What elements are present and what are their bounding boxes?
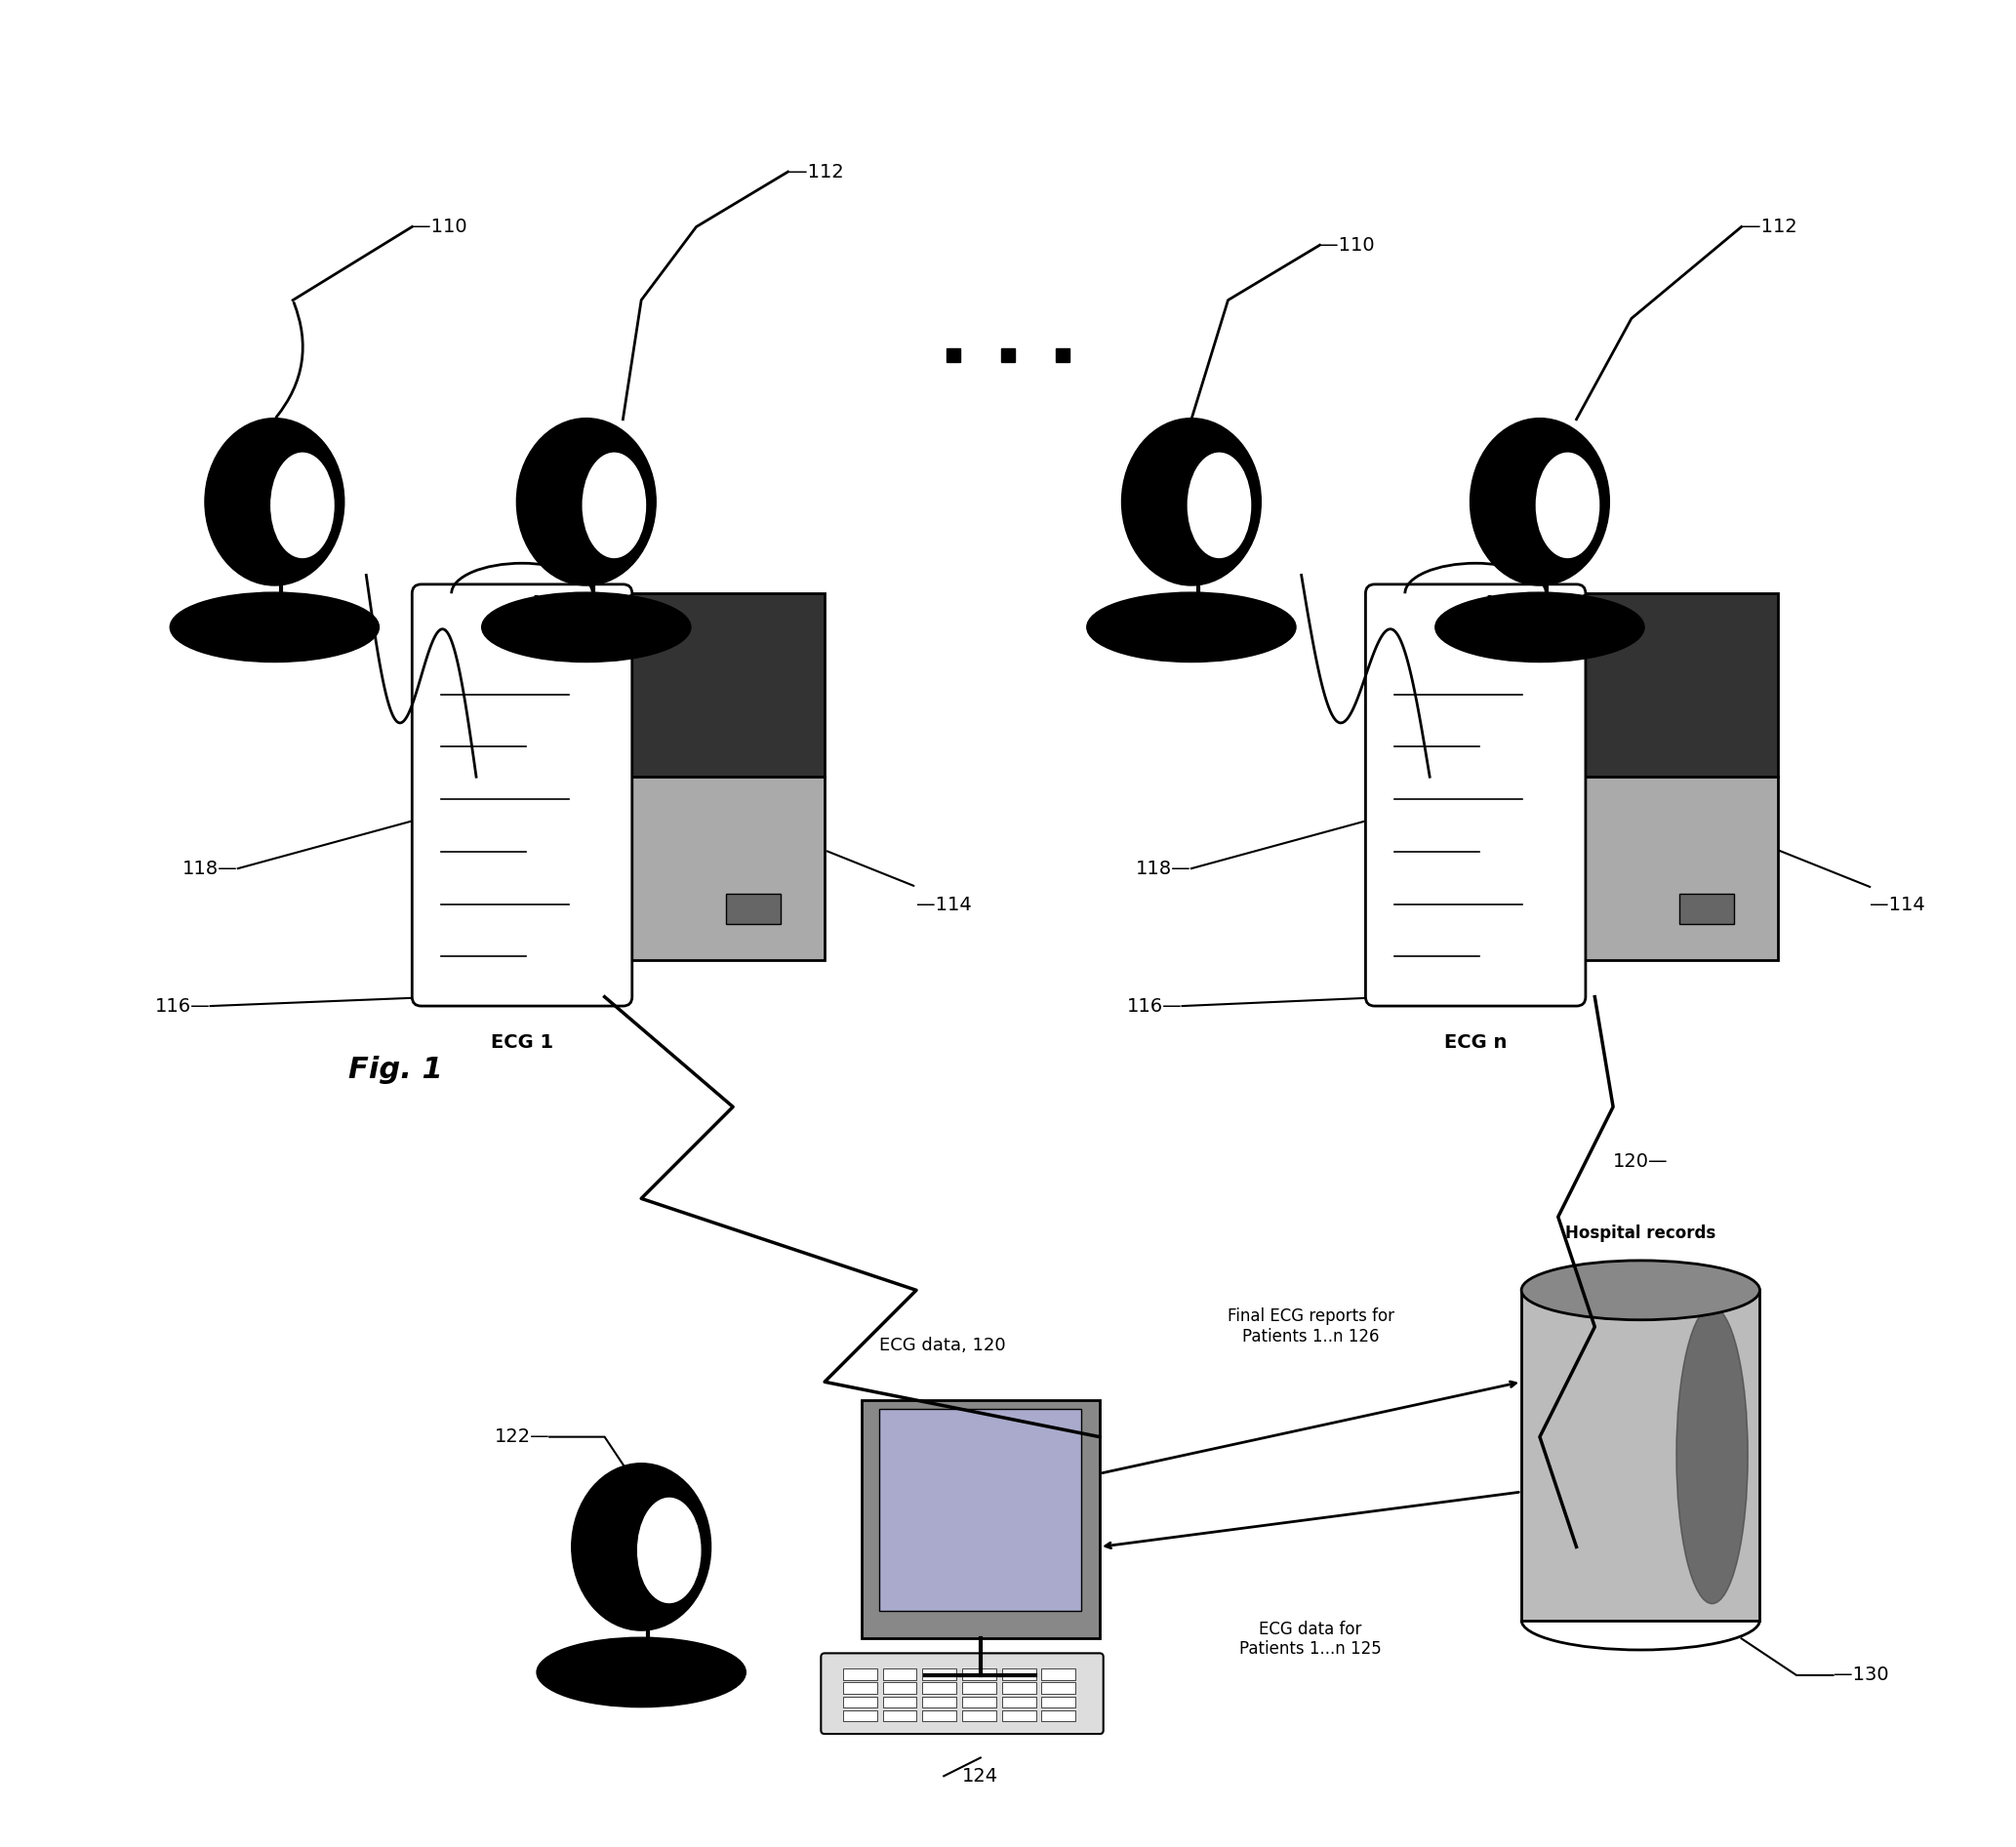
Ellipse shape bbox=[1121, 417, 1262, 585]
Text: ECG 1: ECG 1 bbox=[490, 1034, 552, 1053]
FancyBboxPatch shape bbox=[883, 1683, 917, 1694]
Ellipse shape bbox=[516, 417, 655, 585]
FancyBboxPatch shape bbox=[962, 1670, 996, 1679]
Text: ECG n: ECG n bbox=[1443, 1034, 1508, 1053]
FancyBboxPatch shape bbox=[1558, 593, 1778, 778]
Text: ECG data, 120: ECG data, 120 bbox=[879, 1337, 1006, 1354]
Text: Hospital records: Hospital records bbox=[1564, 1225, 1716, 1243]
FancyBboxPatch shape bbox=[962, 1696, 996, 1707]
FancyBboxPatch shape bbox=[1042, 1710, 1077, 1721]
FancyBboxPatch shape bbox=[1365, 584, 1587, 1007]
Text: Patient n: Patient n bbox=[1143, 639, 1240, 658]
Ellipse shape bbox=[1677, 1306, 1748, 1603]
Text: Patient 1: Patient 1 bbox=[226, 639, 323, 658]
FancyBboxPatch shape bbox=[411, 584, 633, 1007]
Ellipse shape bbox=[1470, 417, 1609, 585]
Text: 10: 10 bbox=[1526, 639, 1552, 658]
Ellipse shape bbox=[206, 417, 345, 585]
Text: 118—: 118— bbox=[183, 859, 238, 877]
FancyBboxPatch shape bbox=[1679, 894, 1734, 924]
FancyBboxPatch shape bbox=[843, 1683, 877, 1694]
Ellipse shape bbox=[1536, 453, 1599, 558]
FancyBboxPatch shape bbox=[726, 894, 780, 924]
FancyBboxPatch shape bbox=[1522, 1291, 1760, 1620]
Text: Fig. 1: Fig. 1 bbox=[349, 1056, 442, 1084]
Text: 124: 124 bbox=[962, 1768, 998, 1786]
Text: —114: —114 bbox=[1869, 896, 1925, 914]
FancyBboxPatch shape bbox=[923, 1710, 956, 1721]
FancyBboxPatch shape bbox=[1002, 1683, 1036, 1694]
Text: 120—: 120— bbox=[1613, 1153, 1669, 1171]
FancyBboxPatch shape bbox=[843, 1670, 877, 1679]
FancyBboxPatch shape bbox=[1002, 1670, 1036, 1679]
FancyBboxPatch shape bbox=[883, 1670, 917, 1679]
FancyBboxPatch shape bbox=[883, 1696, 917, 1707]
FancyBboxPatch shape bbox=[1558, 778, 1778, 960]
Ellipse shape bbox=[482, 593, 691, 661]
Text: 116—: 116— bbox=[155, 997, 210, 1016]
Ellipse shape bbox=[583, 453, 645, 558]
Ellipse shape bbox=[1187, 453, 1250, 558]
Ellipse shape bbox=[270, 453, 335, 558]
FancyBboxPatch shape bbox=[1042, 1683, 1077, 1694]
FancyBboxPatch shape bbox=[962, 1710, 996, 1721]
Ellipse shape bbox=[536, 1638, 746, 1707]
Text: ECG data for
Patients 1...n 125: ECG data for Patients 1...n 125 bbox=[1240, 1620, 1381, 1659]
FancyBboxPatch shape bbox=[923, 1683, 956, 1694]
Ellipse shape bbox=[1677, 1306, 1748, 1603]
FancyBboxPatch shape bbox=[843, 1710, 877, 1721]
FancyBboxPatch shape bbox=[843, 1696, 877, 1707]
Ellipse shape bbox=[1677, 1306, 1748, 1603]
FancyBboxPatch shape bbox=[962, 1683, 996, 1694]
FancyBboxPatch shape bbox=[605, 593, 825, 778]
Text: Final ECG reports for
Patients 1..n 126: Final ECG reports for Patients 1..n 126 bbox=[1228, 1308, 1393, 1345]
Ellipse shape bbox=[637, 1498, 700, 1603]
Text: 118—: 118— bbox=[1135, 859, 1191, 877]
FancyBboxPatch shape bbox=[605, 778, 825, 960]
Ellipse shape bbox=[169, 593, 379, 661]
Ellipse shape bbox=[1522, 1260, 1760, 1321]
Text: 122—: 122— bbox=[494, 1428, 550, 1446]
Text: —110: —110 bbox=[1320, 236, 1375, 255]
Text: 10: 10 bbox=[573, 639, 599, 658]
FancyBboxPatch shape bbox=[923, 1670, 956, 1679]
Text: Nurse/Tech: Nurse/Tech bbox=[532, 593, 641, 611]
Ellipse shape bbox=[1435, 593, 1645, 661]
FancyBboxPatch shape bbox=[1002, 1710, 1036, 1721]
Text: —112: —112 bbox=[1742, 218, 1796, 236]
FancyBboxPatch shape bbox=[1042, 1670, 1077, 1679]
Text: Nurse/Tech: Nurse/Tech bbox=[1486, 593, 1595, 611]
FancyBboxPatch shape bbox=[1042, 1696, 1077, 1707]
FancyBboxPatch shape bbox=[861, 1400, 1099, 1638]
FancyBboxPatch shape bbox=[879, 1409, 1081, 1611]
Ellipse shape bbox=[573, 1463, 712, 1631]
Text: 116—: 116— bbox=[1127, 997, 1181, 1016]
Text: —130: —130 bbox=[1833, 1666, 1889, 1684]
FancyBboxPatch shape bbox=[821, 1653, 1103, 1734]
FancyBboxPatch shape bbox=[923, 1696, 956, 1707]
Text: —112: —112 bbox=[788, 163, 843, 181]
Text: —110: —110 bbox=[411, 218, 468, 236]
Text: cardiologist: cardiologist bbox=[583, 1675, 700, 1694]
Text: —114: —114 bbox=[917, 896, 972, 914]
Ellipse shape bbox=[1087, 593, 1296, 661]
FancyBboxPatch shape bbox=[1002, 1696, 1036, 1707]
FancyBboxPatch shape bbox=[883, 1710, 917, 1721]
